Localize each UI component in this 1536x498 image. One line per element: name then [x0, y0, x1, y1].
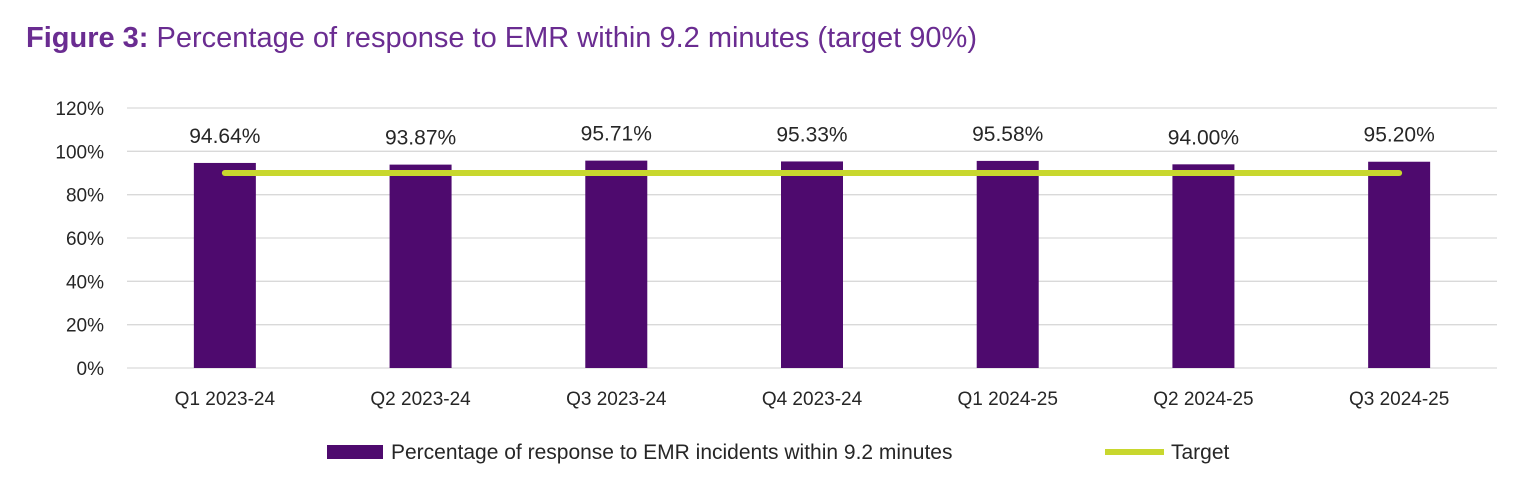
y-tick-label: 100%: [55, 142, 104, 163]
bar: [1368, 161, 1431, 368]
x-tick-label: Q1 2023-24: [175, 389, 276, 410]
legend: Percentage of response to EMR incidents …: [327, 441, 1230, 464]
data-label: 95.33%: [776, 123, 847, 146]
data-labels: 94.64% 93.87% 95.71% 95.33% 95.58% 94.00% 95.2…: [189, 123, 1435, 150]
y-axis: 0% 20% 40% 60% 80% 100% 120%: [55, 99, 104, 380]
bar: [1172, 164, 1235, 368]
x-tick-label: Q3 2024-25: [1349, 389, 1449, 410]
legend-swatch-bar: [327, 445, 383, 459]
data-label: 94.00%: [1168, 126, 1239, 149]
y-tick-label: 80%: [66, 186, 104, 207]
bar: [781, 161, 843, 368]
y-tick-label: 120%: [55, 99, 104, 120]
data-label: 93.87%: [385, 127, 456, 150]
data-label: 95.58%: [972, 123, 1043, 146]
bar: [976, 160, 1039, 368]
legend-label-target: Target: [1171, 441, 1230, 464]
x-tick-label: Q4 2023-24: [762, 389, 863, 410]
bar: [585, 160, 648, 368]
x-tick-label: Q3 2023-24: [566, 389, 667, 410]
bar: [389, 164, 452, 368]
x-axis: Q1 2023-24 Q2 2023-24 Q3 2023-24 Q4 2023-24…: [175, 389, 1450, 410]
bar-series: [193, 160, 1431, 368]
bar: [193, 162, 256, 368]
x-tick-label: Q1 2024-25: [958, 389, 1058, 410]
data-label: 94.64%: [189, 125, 260, 148]
x-tick-label: Q2 2023-24: [370, 389, 471, 410]
data-label: 95.71%: [581, 123, 652, 146]
y-tick-label: 0%: [77, 359, 105, 380]
x-tick-label: Q2 2024-25: [1153, 389, 1253, 410]
y-tick-label: 60%: [66, 229, 104, 250]
y-tick-label: 20%: [66, 316, 104, 337]
chart-title: Figure 3: Percentage of response to EMR …: [26, 22, 977, 55]
legend-label-bar: Percentage of response to EMR incidents …: [391, 441, 952, 464]
figure-number: Figure 3:: [26, 22, 149, 54]
figure-caption: Percentage of response to EMR within 9.2…: [148, 22, 977, 54]
data-label: 95.20%: [1364, 124, 1435, 147]
y-tick-label: 40%: [66, 272, 104, 293]
